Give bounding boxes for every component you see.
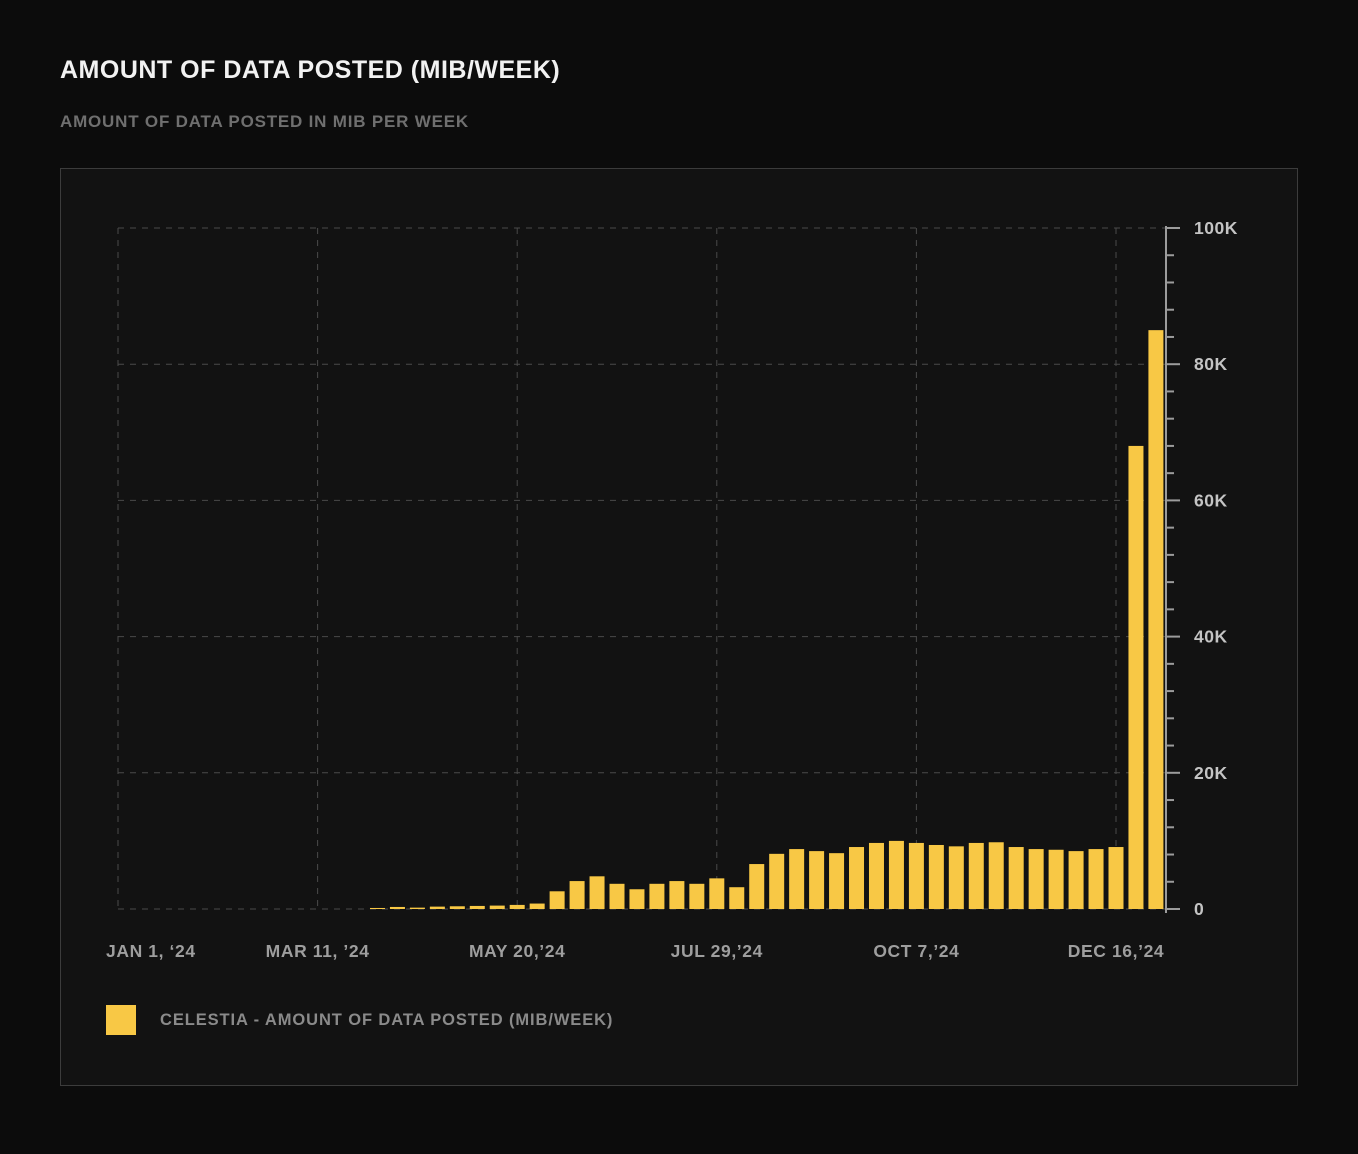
x-tick-label: JAN 1, ‘24 xyxy=(106,941,196,961)
bar-week-41[interactable] xyxy=(908,842,924,909)
bar-week-53[interactable] xyxy=(1148,330,1164,909)
bar-week-15[interactable] xyxy=(389,906,405,909)
bar-week-17[interactable] xyxy=(429,906,445,909)
bar-week-45[interactable] xyxy=(988,842,1004,909)
x-tick-label: MAY 20,’24 xyxy=(469,941,565,961)
bar-week-28[interactable] xyxy=(649,883,665,909)
bar-week-47[interactable] xyxy=(1028,849,1044,909)
bar-week-16[interactable] xyxy=(409,907,425,909)
bar-week-48[interactable] xyxy=(1048,849,1064,909)
legend-swatch xyxy=(106,1005,136,1035)
bar-week-30[interactable] xyxy=(689,883,705,909)
bar-week-20[interactable] xyxy=(489,905,505,909)
bar-chart-canvas: 0 20K 40K 60K 80K 100K JAN 1, ‘24 MAR 11, ’24 MA… xyxy=(106,218,1238,961)
y-tick-label: 60K xyxy=(1194,490,1228,510)
page-title: AMOUNT OF DATA POSTED (MIB/WEEK) xyxy=(60,56,561,84)
bar-week-52[interactable] xyxy=(1128,445,1144,909)
bar-week-26[interactable] xyxy=(609,883,625,909)
bar-week-29[interactable] xyxy=(669,881,685,909)
y-tick-label: 40K xyxy=(1194,627,1228,647)
bar-week-19[interactable] xyxy=(469,905,485,909)
bar-week-22[interactable] xyxy=(529,903,545,909)
bar-week-43[interactable] xyxy=(948,846,964,909)
bar-week-46[interactable] xyxy=(1008,847,1024,909)
bar-week-51[interactable] xyxy=(1108,847,1124,909)
bar-week-42[interactable] xyxy=(928,844,944,909)
bar-week-24[interactable] xyxy=(569,881,585,909)
bar-week-38[interactable] xyxy=(849,847,865,909)
bar-week-50[interactable] xyxy=(1088,849,1104,909)
x-tick-label: DEC 16,’24 xyxy=(1068,941,1164,961)
bar-week-14[interactable] xyxy=(369,907,385,909)
bar-week-40[interactable] xyxy=(888,840,904,909)
bar-week-23[interactable] xyxy=(549,891,565,909)
page-subtitle: AMOUNT OF DATA POSTED IN MIB PER WEEK xyxy=(60,112,469,131)
bar-week-31[interactable] xyxy=(709,878,725,909)
bar-week-32[interactable] xyxy=(729,887,745,909)
y-tick-label: 100K xyxy=(1194,218,1238,238)
bar-week-18[interactable] xyxy=(449,906,465,909)
x-tick-label: MAR 11, ’24 xyxy=(266,941,370,961)
bar-week-21[interactable] xyxy=(509,904,525,909)
y-tick-label: 20K xyxy=(1194,763,1228,783)
bar-week-35[interactable] xyxy=(789,849,805,909)
legend-item-celestia[interactable]: CELESTIA - AMOUNT OF DATA POSTED (MIB/WE… xyxy=(106,1005,613,1035)
bar-week-33[interactable] xyxy=(749,864,765,909)
bar-week-27[interactable] xyxy=(629,889,645,909)
bar-week-37[interactable] xyxy=(829,853,845,909)
bar-week-36[interactable] xyxy=(809,851,825,909)
chart-panel: 0 20K 40K 60K 80K 100K JAN 1, ‘24 MAR 11, ’24 MA… xyxy=(60,168,1298,1086)
legend-label: CELESTIA - AMOUNT OF DATA POSTED (MIB/WE… xyxy=(160,1010,614,1029)
x-tick-label: JUL 29,’24 xyxy=(671,941,763,961)
bar-week-49[interactable] xyxy=(1068,851,1084,909)
bar-week-39[interactable] xyxy=(868,842,884,909)
bar-week-25[interactable] xyxy=(589,876,605,909)
x-tick-label: OCT 7,’24 xyxy=(873,941,959,961)
bar-week-34[interactable] xyxy=(769,853,785,909)
y-tick-label: 0 xyxy=(1194,899,1204,919)
bar-week-44[interactable] xyxy=(968,842,984,909)
y-tick-label: 80K xyxy=(1194,354,1228,374)
